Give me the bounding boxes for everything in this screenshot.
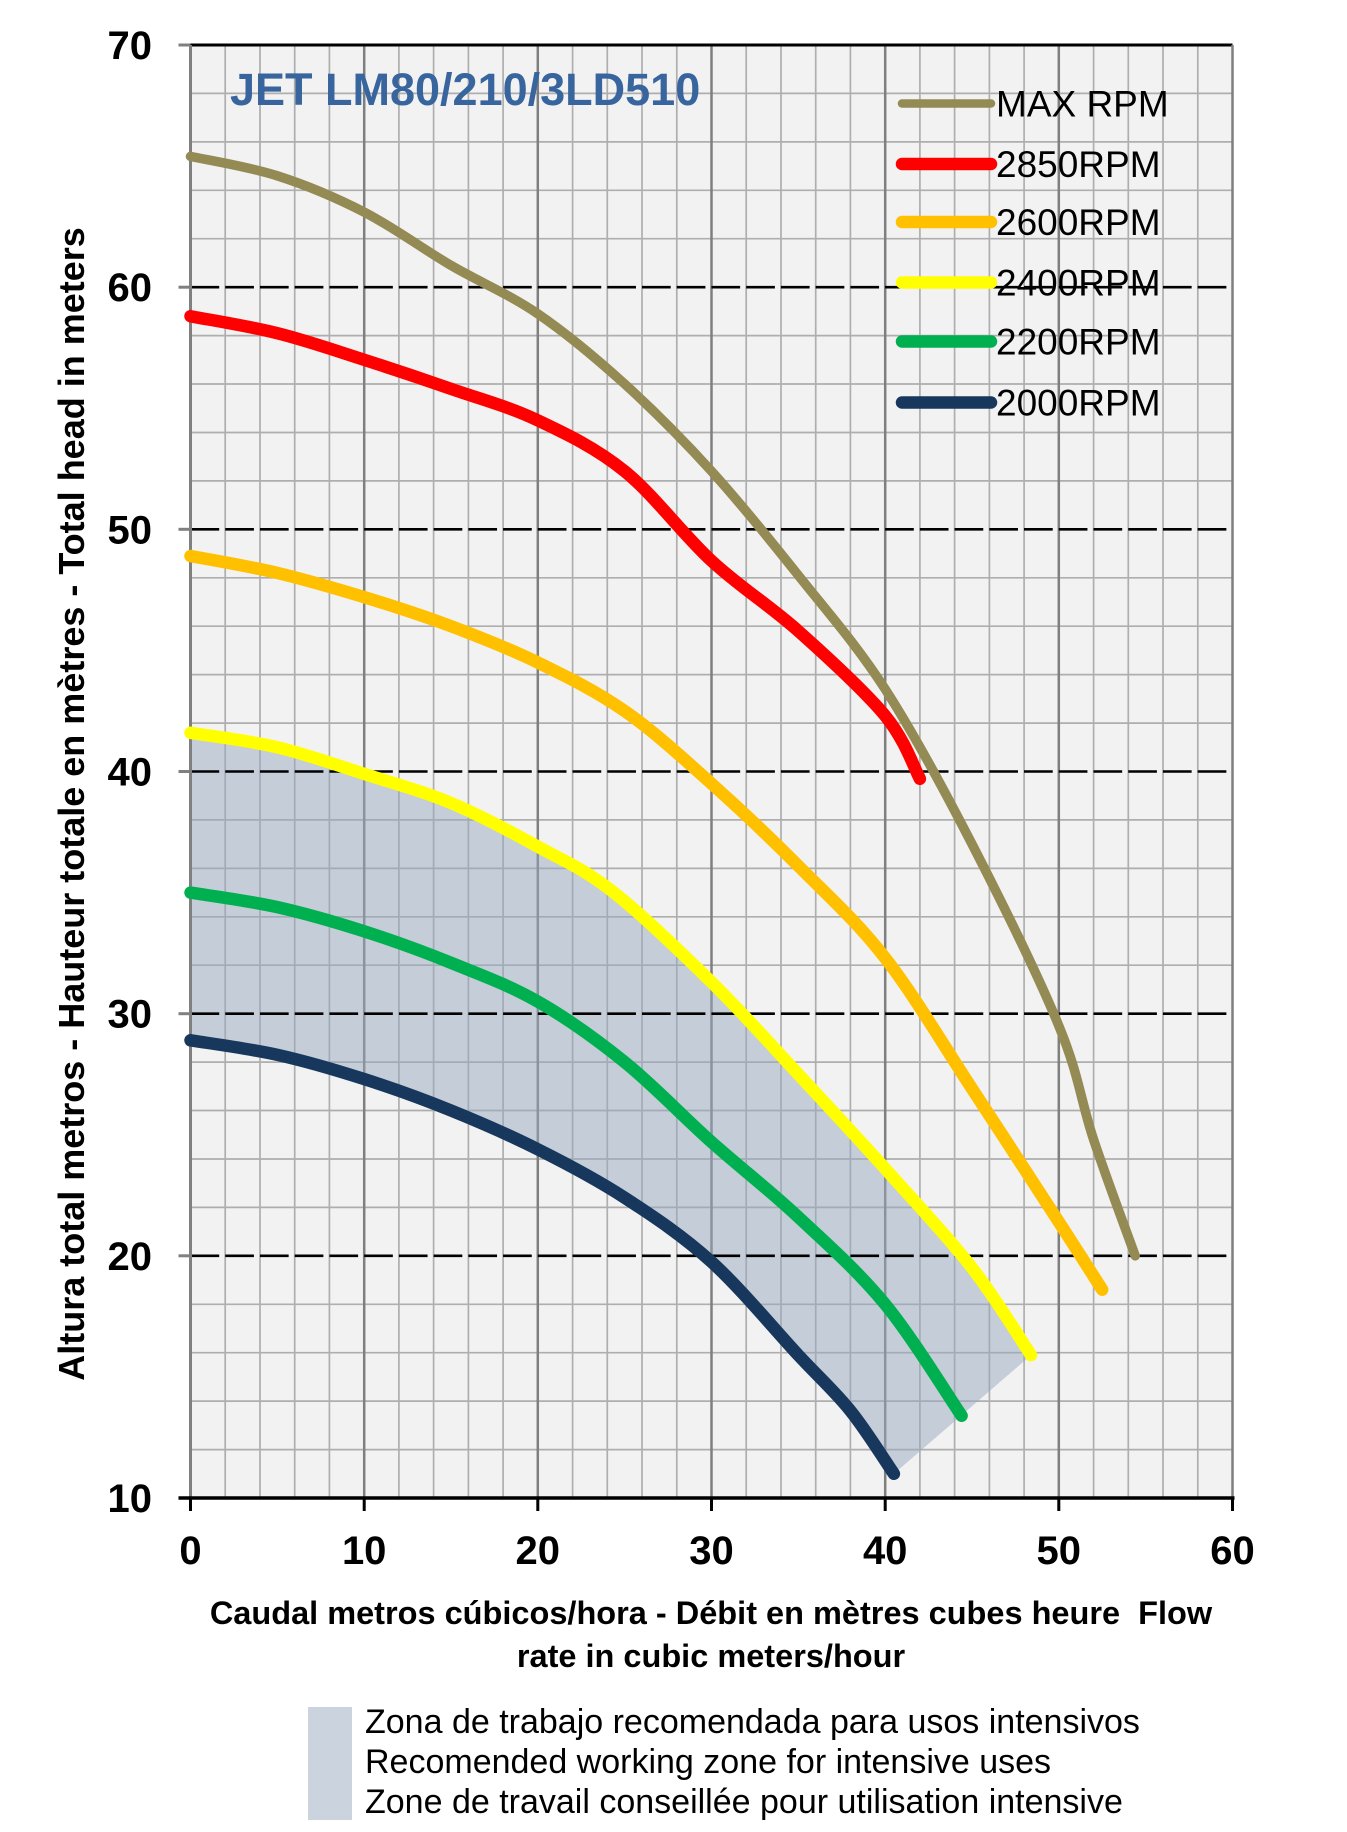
- svg-text:50: 50: [1037, 1529, 1082, 1573]
- svg-text:40: 40: [108, 751, 153, 795]
- svg-text:30: 30: [689, 1529, 734, 1573]
- svg-text:rate in cubic meters/hour: rate in cubic meters/hour: [517, 1638, 906, 1674]
- svg-text:20: 20: [516, 1529, 561, 1573]
- svg-text:2200RPM: 2200RPM: [996, 322, 1161, 363]
- svg-text:10: 10: [342, 1529, 387, 1573]
- svg-text:Recomended working zone for in: Recomended working zone for intensive us…: [365, 1743, 1051, 1781]
- svg-text:0: 0: [179, 1529, 201, 1573]
- svg-text:Caudal metros cúbicos/hora - D: Caudal metros cúbicos/hora - Débit en mè…: [210, 1595, 1213, 1631]
- svg-text:Zone de travail conseillée pou: Zone de travail conseillée pour utilisat…: [365, 1783, 1123, 1821]
- svg-text:Zona de trabajo recomendada pa: Zona de trabajo recomendada para usos in…: [365, 1703, 1140, 1741]
- svg-text:40: 40: [863, 1529, 908, 1573]
- svg-text:2850RPM: 2850RPM: [996, 144, 1161, 185]
- svg-text:50: 50: [108, 508, 153, 552]
- svg-text:30: 30: [108, 993, 153, 1037]
- svg-text:10: 10: [108, 1477, 153, 1521]
- svg-text:2000RPM: 2000RPM: [996, 383, 1161, 424]
- svg-text:20: 20: [108, 1235, 153, 1279]
- svg-text:2400RPM: 2400RPM: [996, 263, 1161, 304]
- svg-text:60: 60: [1210, 1529, 1255, 1573]
- svg-text:70: 70: [108, 24, 153, 68]
- svg-text:JET LM80/210/3LD510: JET LM80/210/3LD510: [230, 64, 700, 115]
- svg-text:60: 60: [108, 266, 153, 310]
- svg-text:MAX RPM: MAX RPM: [996, 84, 1169, 125]
- svg-text:2600RPM: 2600RPM: [996, 202, 1161, 243]
- svg-text:Altura total metros - Hauteur: Altura total metros - Hauteur totale en …: [51, 227, 92, 1381]
